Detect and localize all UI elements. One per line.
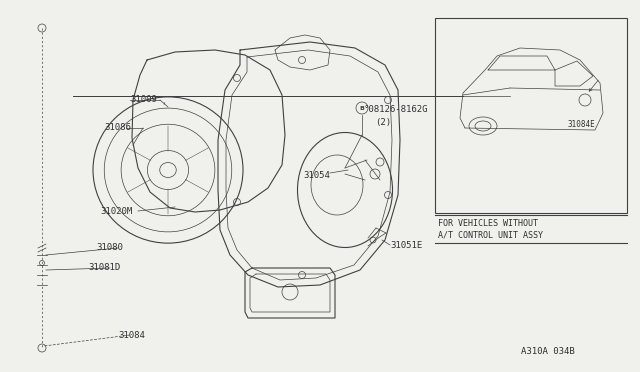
Text: 31080: 31080 xyxy=(96,244,123,253)
Text: 31051E: 31051E xyxy=(390,241,422,250)
Text: A/T CONTROL UNIT ASSY: A/T CONTROL UNIT ASSY xyxy=(438,231,543,240)
Text: 31081D: 31081D xyxy=(88,263,120,273)
Text: 31086: 31086 xyxy=(104,124,131,132)
Text: A310A 034B: A310A 034B xyxy=(521,347,575,356)
Text: (2): (2) xyxy=(375,119,391,128)
Text: 31009: 31009 xyxy=(130,96,157,105)
Text: 31020M: 31020M xyxy=(100,206,132,215)
Text: 31084E: 31084E xyxy=(567,120,595,129)
Text: 31084: 31084 xyxy=(118,330,145,340)
Text: °08126-8162G: °08126-8162G xyxy=(364,106,429,115)
Bar xyxy=(435,18,627,213)
Text: B: B xyxy=(360,106,364,110)
Text: FOR VEHICLES WITHOUT: FOR VEHICLES WITHOUT xyxy=(438,219,538,228)
Text: 31054: 31054 xyxy=(303,170,330,180)
